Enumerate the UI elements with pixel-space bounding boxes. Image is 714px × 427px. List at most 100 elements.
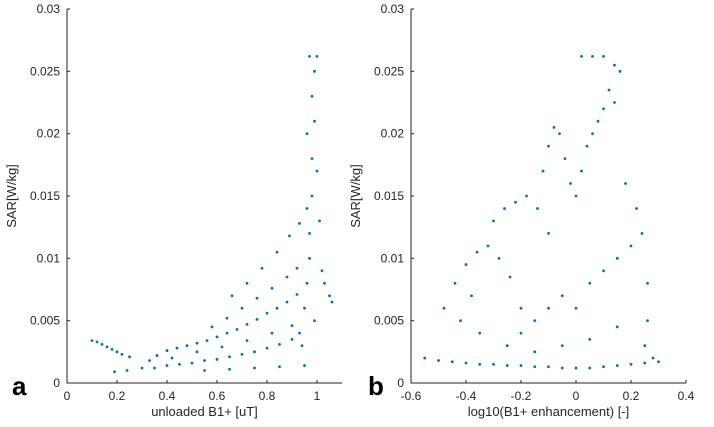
data-point bbox=[525, 194, 528, 198]
data-point bbox=[328, 294, 331, 298]
data-point bbox=[560, 366, 564, 370]
data-point bbox=[497, 256, 501, 260]
y-tick-label: 0.015 bbox=[374, 189, 404, 203]
data-point bbox=[602, 365, 605, 369]
data-point bbox=[574, 306, 578, 310]
data-point bbox=[547, 365, 550, 369]
data-point bbox=[492, 219, 495, 223]
data-point bbox=[95, 340, 99, 344]
data-point bbox=[574, 194, 578, 198]
data-point bbox=[533, 350, 537, 354]
data-point bbox=[533, 319, 537, 323]
y-tick-label: 0.01 bbox=[381, 251, 405, 265]
data-point bbox=[90, 339, 94, 343]
data-point bbox=[588, 366, 592, 370]
data-point bbox=[245, 281, 249, 285]
data-point bbox=[478, 362, 482, 366]
y-tick-label: 0.025 bbox=[30, 64, 60, 78]
data-point bbox=[270, 331, 274, 335]
data-point bbox=[265, 311, 269, 315]
data-point bbox=[464, 263, 468, 266]
data-point bbox=[185, 344, 189, 347]
data-point bbox=[442, 306, 446, 310]
data-point bbox=[295, 266, 299, 270]
data-point bbox=[560, 344, 564, 347]
data-point bbox=[563, 157, 567, 161]
data-point bbox=[315, 169, 319, 173]
data-point bbox=[285, 300, 289, 304]
y-axis-label: SAR[W/kg] bbox=[4, 164, 19, 228]
y-tick-label: 0.015 bbox=[30, 189, 60, 203]
data-point bbox=[290, 337, 294, 341]
y-tick-label: 0 bbox=[53, 376, 60, 390]
data-point bbox=[165, 349, 169, 352]
data-point bbox=[657, 360, 660, 364]
data-point bbox=[165, 364, 169, 367]
x-tick-label: 1 bbox=[314, 389, 321, 403]
data-point bbox=[580, 54, 583, 58]
y-tick-label: 0.02 bbox=[381, 127, 405, 141]
data-point bbox=[536, 207, 539, 210]
data-point bbox=[245, 339, 249, 343]
data-point bbox=[153, 366, 156, 370]
data-point bbox=[278, 365, 281, 369]
data-point bbox=[255, 296, 259, 300]
data-point bbox=[225, 316, 229, 320]
data-point bbox=[285, 275, 289, 279]
data-point bbox=[240, 306, 244, 310]
data-point bbox=[613, 63, 616, 67]
data-point bbox=[148, 359, 151, 362]
data-point bbox=[190, 361, 194, 365]
data-point bbox=[646, 319, 649, 323]
x-axis-label: unloaded B1+ [uT] bbox=[151, 404, 258, 419]
y-tick-label: 0.02 bbox=[37, 127, 61, 141]
data-point bbox=[629, 362, 633, 366]
data-point bbox=[437, 359, 440, 362]
data-point bbox=[541, 169, 545, 173]
x-tick-label: 0.8 bbox=[259, 389, 276, 403]
data-point bbox=[115, 350, 119, 354]
data-point bbox=[100, 342, 104, 346]
data-point bbox=[478, 331, 482, 335]
data-point bbox=[602, 107, 605, 111]
x-tick-label: -0.2 bbox=[511, 389, 532, 403]
data-point bbox=[591, 54, 594, 58]
data-point bbox=[313, 69, 316, 73]
data-point bbox=[618, 69, 622, 73]
data-point bbox=[305, 281, 309, 285]
data-point bbox=[178, 362, 181, 366]
data-point bbox=[602, 54, 605, 58]
x-tick-label: 0.4 bbox=[159, 389, 176, 403]
x-axis-label: log10(B1+ enhancement) [-] bbox=[468, 404, 630, 419]
data-point bbox=[533, 365, 537, 369]
data-point bbox=[278, 342, 281, 346]
data-point bbox=[503, 207, 506, 210]
panel-letter: a bbox=[12, 371, 27, 401]
data-point bbox=[310, 94, 314, 98]
data-point bbox=[552, 126, 556, 129]
data-point bbox=[203, 369, 206, 372]
data-point bbox=[613, 101, 616, 104]
data-point bbox=[492, 362, 495, 366]
data-point bbox=[175, 346, 179, 350]
data-point bbox=[295, 293, 299, 296]
data-point bbox=[574, 366, 578, 370]
data-point bbox=[155, 354, 159, 357]
data-point bbox=[643, 361, 647, 365]
y-axis-label: SAR[W/kg] bbox=[348, 164, 363, 228]
data-point bbox=[464, 361, 468, 365]
data-point bbox=[110, 347, 114, 351]
data-point bbox=[643, 344, 647, 347]
data-point bbox=[308, 232, 311, 235]
data-point bbox=[298, 331, 301, 335]
data-point bbox=[547, 144, 550, 148]
data-point bbox=[140, 366, 144, 370]
data-point bbox=[228, 367, 231, 371]
data-point bbox=[486, 244, 490, 248]
data-point bbox=[305, 207, 309, 210]
data-point bbox=[585, 144, 589, 148]
data-point bbox=[105, 345, 109, 349]
data-point bbox=[225, 331, 229, 335]
x-tick-label: -0.6 bbox=[401, 389, 422, 403]
